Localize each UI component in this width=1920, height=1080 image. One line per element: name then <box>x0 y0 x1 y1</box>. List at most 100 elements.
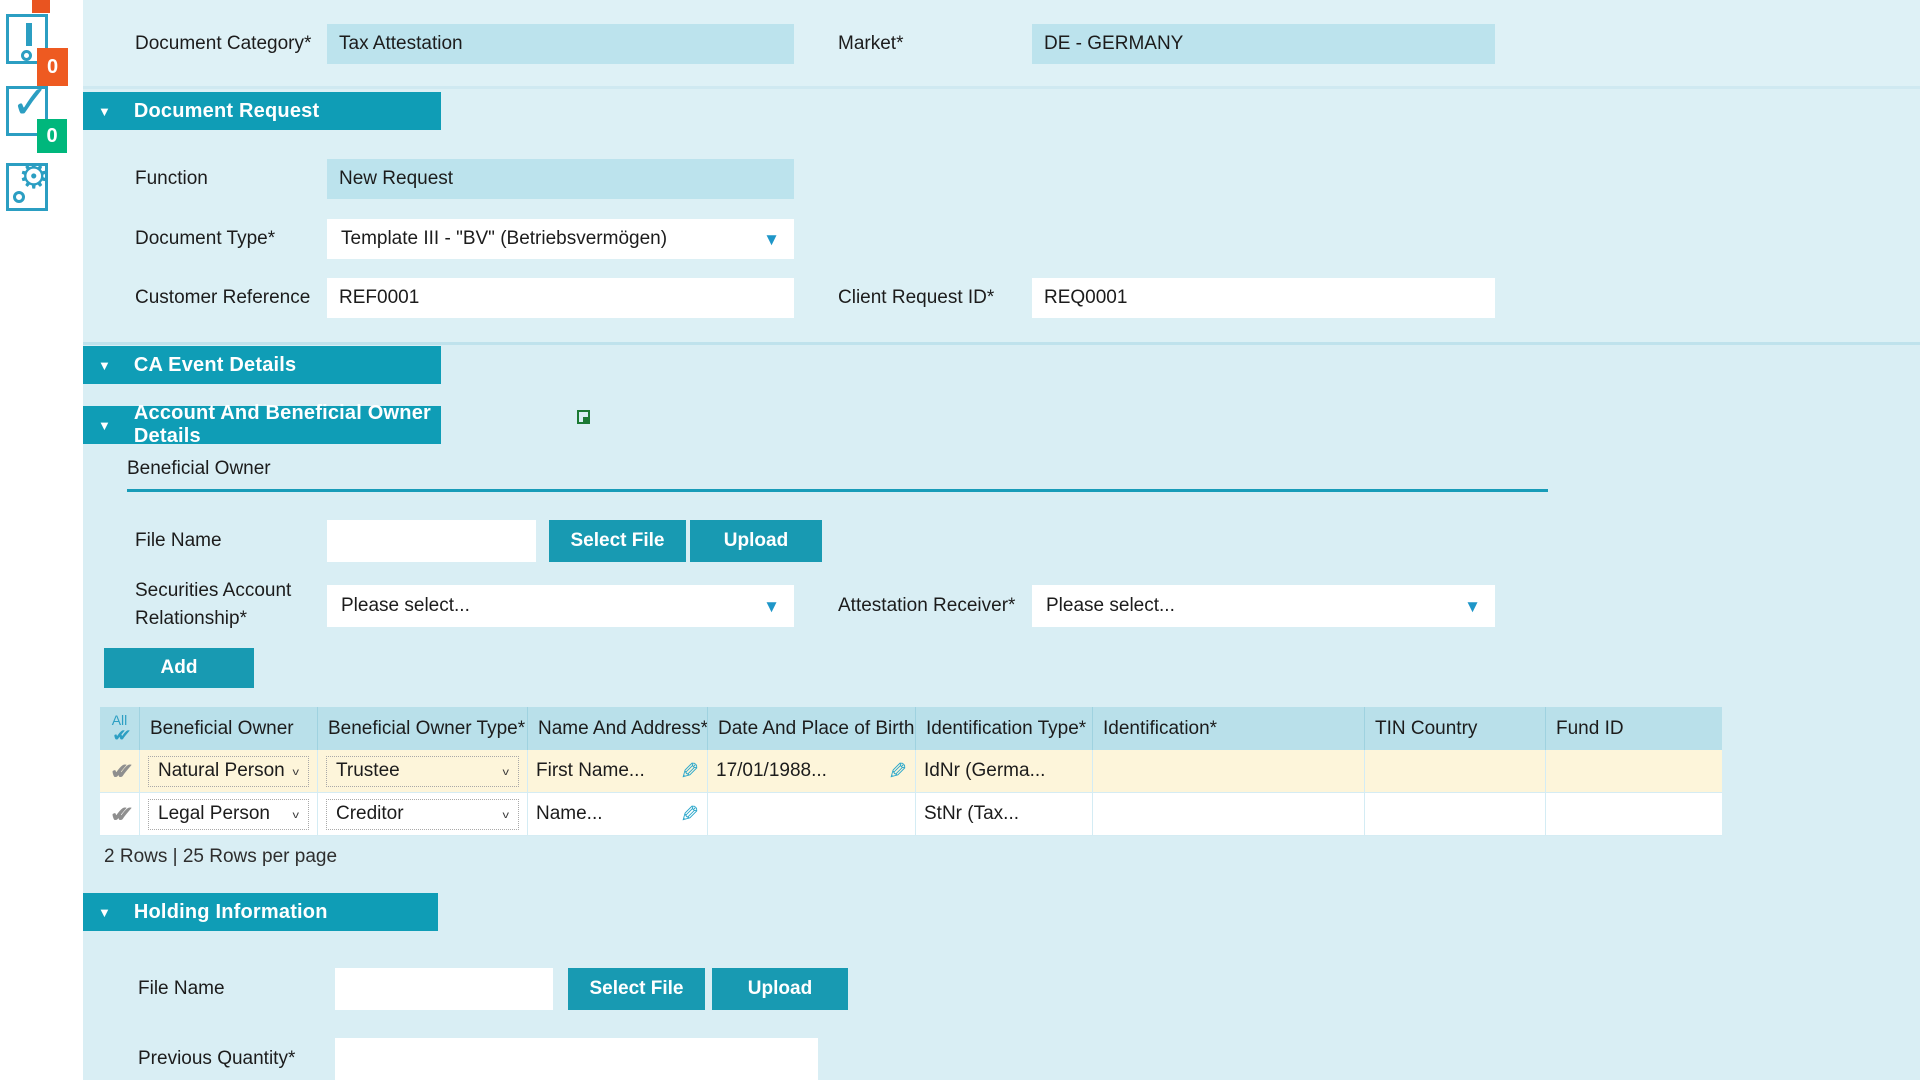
edit-pencil-icon[interactable]: ✎ <box>679 757 699 784</box>
select-value: Creditor <box>336 803 404 824</box>
dropdown-value: Please select... <box>1046 595 1175 616</box>
notification-badge-partial <box>32 0 50 13</box>
document-type-dropdown[interactable]: Template III - "BV" (Betriebsvermögen) ▼ <box>327 219 794 259</box>
section-divider-top <box>83 86 1920 89</box>
market-label: Market* <box>838 33 904 54</box>
select-value: Natural Person <box>158 760 285 781</box>
market-field: DE - GERMANY <box>1032 24 1495 64</box>
group-underline <box>127 489 1548 492</box>
id-type-cell: StNr (Tax... <box>916 793 1093 835</box>
function-label: Function <box>135 168 208 189</box>
customer-reference-label: Customer Reference <box>135 287 311 308</box>
tin-country-cell <box>1365 793 1546 835</box>
row-check-icon: ✔ ✔ <box>109 757 135 784</box>
section-title: Holding Information <box>133 900 328 923</box>
settings-icon[interactable]: ⚙ <box>6 158 49 211</box>
column-header: Name And Address* <box>528 707 708 750</box>
customer-reference-input[interactable]: REF0001 <box>327 278 794 318</box>
fund-id-cell <box>1546 793 1722 835</box>
sidebar: 0 ✓ 0 ⚙ <box>0 0 83 1080</box>
dropdown-value: Please select... <box>341 595 470 616</box>
column-header: Beneficial Owner <box>140 707 318 750</box>
select-file-button[interactable]: Select File <box>549 520 686 562</box>
select-chevron-icon: v <box>292 765 300 777</box>
column-header: Date And Place of Birth <box>708 707 916 750</box>
holding-file-name-label: File Name <box>138 978 225 999</box>
owner-type-cell: Trustee v <box>318 750 528 792</box>
cell-value: Name... <box>536 803 603 824</box>
document-type-label: Document Type* <box>135 228 276 249</box>
paste-grid-icon[interactable] <box>577 410 590 424</box>
beneficial-owner-cell: Natural Person v <box>140 750 318 792</box>
row-select-cell[interactable]: ✔ ✔ <box>100 750 140 792</box>
column-header: Fund ID <box>1556 717 1624 739</box>
function-field: New Request <box>327 159 794 199</box>
client-request-id-input[interactable]: REQ0001 <box>1032 278 1495 318</box>
file-name-input[interactable] <box>327 520 536 562</box>
upload-button[interactable]: Upload <box>690 520 822 562</box>
attestation-receiver-dropdown[interactable]: Please select... ▼ <box>1032 585 1495 627</box>
owner-type-select[interactable]: Creditor v <box>326 798 519 830</box>
select-all-label: All <box>111 712 128 728</box>
section-title: Document Request <box>133 99 320 122</box>
edit-pencil-icon[interactable]: ✎ <box>887 757 907 784</box>
edit-pencil-icon[interactable]: ✎ <box>679 800 699 827</box>
section-title: CA Event Details <box>133 353 297 376</box>
table-row[interactable]: ✔ ✔ Natural Person v Trustee v First Name… <box>100 750 1722 793</box>
previous-quantity-input[interactable] <box>335 1038 818 1080</box>
table-row-count: 2 Rows | 25 Rows per page <box>104 846 338 867</box>
beneficial-owner-table: All ✔ ✔ Beneficial Owner Beneficial Owner… <box>100 707 1722 836</box>
holding-select-file-button[interactable]: Select File <box>568 968 705 1010</box>
beneficial-owner-select[interactable]: Natural Person v <box>148 755 309 787</box>
row-select-cell[interactable]: ✔ ✔ <box>100 793 140 835</box>
section-header-document-request[interactable]: ▼ Document Request <box>83 92 441 130</box>
birth-cell: 17/01/1988... ✎ <box>708 750 916 792</box>
select-all-header[interactable]: All ✔ ✔ <box>100 707 140 750</box>
name-address-cell: First Name... ✎ <box>528 750 708 792</box>
select-value: Trustee <box>336 760 400 781</box>
chevron-down-icon: ▼ <box>763 229 780 249</box>
exclamation-icon <box>26 23 32 46</box>
table-row[interactable]: ✔ ✔ Legal Person v Creditor v Name... ✎ <box>100 793 1722 836</box>
section-header-holding-information[interactable]: ▼ Holding Information <box>83 893 438 931</box>
column-header: Identification Type* <box>916 707 1093 750</box>
beneficial-owner-cell: Legal Person v <box>140 793 318 835</box>
beneficial-owner-group-label: Beneficial Owner <box>127 458 271 479</box>
cell-value: First Name... <box>536 760 645 781</box>
birth-cell <box>708 793 916 835</box>
owner-type-select[interactable]: Trustee v <box>326 755 519 787</box>
owner-type-cell: Creditor v <box>318 793 528 835</box>
id-type-cell: IdNr (Germa... <box>916 750 1093 792</box>
previous-quantity-label: Previous Quantity* <box>138 1048 296 1069</box>
label-line1: Securities Account <box>135 580 292 601</box>
name-address-cell: Name... ✎ <box>528 793 708 835</box>
select-value: Legal Person <box>158 803 270 824</box>
section-header-account-bo-details[interactable]: ▼ Account And Beneficial Owner Details <box>83 402 441 447</box>
fund-id-cell <box>1546 750 1722 792</box>
select-all-check-icon: ✔ ✔ <box>112 726 132 745</box>
document-category-field: Tax Attestation <box>327 24 794 64</box>
add-button[interactable]: Add <box>104 648 254 688</box>
collapse-triangle-icon: ▼ <box>98 417 111 433</box>
cell-value: 17/01/1988... <box>716 760 827 781</box>
chevron-down-icon: ▼ <box>763 596 780 616</box>
column-header: Identification* <box>1093 707 1365 750</box>
section-header-ca-event-details[interactable]: ▼ CA Event Details <box>83 346 441 384</box>
tin-country-cell <box>1365 750 1546 792</box>
holding-upload-button[interactable]: Upload <box>712 968 848 1010</box>
collapse-triangle-icon: ▼ <box>98 357 111 373</box>
collapse-triangle-icon: ▼ <box>98 904 111 920</box>
beneficial-owner-select[interactable]: Legal Person v <box>148 798 309 830</box>
gear-icon: ⚙ <box>18 158 49 196</box>
securities-account-relationship-dropdown[interactable]: Please select... ▼ <box>327 585 794 627</box>
gear-dot <box>13 191 25 203</box>
exclamation-dot <box>21 50 32 61</box>
file-name-label: File Name <box>135 530 222 551</box>
document-type-value: Template III - "BV" (Betriebsvermögen) <box>341 228 668 249</box>
securities-account-relationship-label: Securities Account Relationship* <box>135 577 291 633</box>
select-chevron-icon: v <box>292 808 300 820</box>
identification-cell <box>1093 750 1365 792</box>
section-title: Account And Beneficial Owner Details <box>133 402 431 447</box>
holding-file-name-input[interactable] <box>335 968 553 1010</box>
